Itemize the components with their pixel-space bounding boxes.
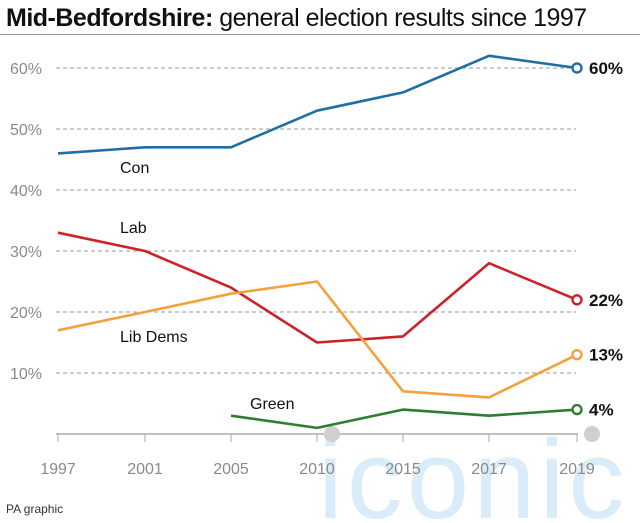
series-line-lab	[57, 231, 578, 344]
y-tick-label: 10%	[10, 366, 42, 383]
series-end-label-green: 4%	[589, 401, 614, 420]
series-line-lib-dems	[57, 280, 578, 399]
credit-text: PA graphic	[6, 502, 64, 516]
series-end-label-lab: 22%	[589, 291, 623, 310]
title-divider	[0, 34, 640, 35]
series-line-green	[230, 408, 578, 430]
chart-title-rest: general election results since 1997	[212, 4, 587, 32]
x-tick-label: 2019	[559, 461, 595, 478]
x-tick-label: 2005	[213, 461, 249, 478]
y-tick-label: 30%	[10, 244, 42, 261]
chart-title: Mid-Bedfordshire: general election resul…	[6, 4, 587, 33]
series-name-label-con: Con	[120, 160, 149, 177]
series-name-label-lab: Lab	[120, 220, 147, 237]
y-tick-label: 40%	[10, 183, 42, 200]
x-tick-label: 2001	[127, 461, 163, 478]
series-name-label-green: Green	[250, 396, 294, 413]
axis-marker-dot	[584, 426, 600, 442]
series-end-point-lib-dems	[571, 349, 583, 361]
chart-title-bold: Mid-Bedfordshire:	[6, 4, 213, 32]
y-tick-label: 50%	[10, 122, 42, 139]
series-end-point-green	[571, 403, 583, 416]
axis-marker-dot	[324, 426, 340, 442]
series-end-label-con: 60%	[589, 59, 623, 78]
x-tick-label: 1997	[40, 461, 76, 478]
series-line-con	[57, 54, 578, 155]
x-tick-label: 2017	[471, 461, 507, 478]
series-end-label-lib-dems: 13%	[589, 346, 623, 365]
series-end-point-lab	[571, 294, 583, 306]
y-tick-label: 60%	[10, 61, 42, 78]
x-tick-label: 2015	[385, 461, 421, 478]
x-tick-label: 2010	[299, 461, 335, 478]
series-name-label-lib-dems: Lib Dems	[120, 329, 188, 346]
y-tick-label: 20%	[10, 305, 42, 322]
series-end-point-con	[571, 62, 583, 74]
